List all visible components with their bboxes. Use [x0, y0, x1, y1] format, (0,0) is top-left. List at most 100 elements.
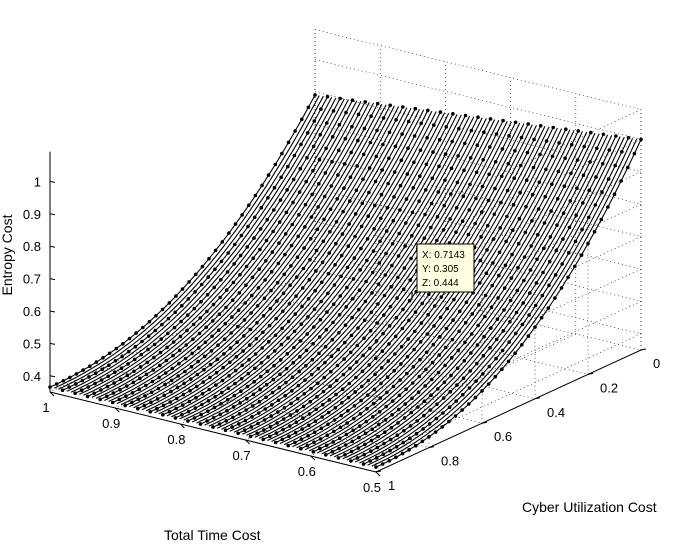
surface-line [359, 136, 625, 464]
surface-line [325, 132, 592, 456]
surface-line [179, 112, 446, 420]
y-tick-label: 0.2 [600, 380, 618, 395]
x-tick-mark [310, 455, 316, 461]
surface-line [233, 119, 500, 433]
x-tick-label: 0.9 [102, 416, 120, 431]
z-gridline [375, 333, 642, 457]
z-tick-label: 0.4 [23, 369, 41, 384]
x-gridline [245, 317, 511, 441]
surface-line [196, 114, 462, 424]
z-tick-label: 0.9 [23, 207, 41, 222]
surface-line [53, 95, 320, 389]
surface-line [250, 122, 517, 437]
surface-line [371, 138, 638, 467]
surface-line [237, 120, 504, 434]
surface-line [283, 126, 550, 446]
surface-line [79, 98, 345, 395]
axes-box [49, 151, 647, 477]
surface-line [342, 134, 609, 460]
surface-line [317, 131, 583, 454]
surface-line [66, 97, 333, 392]
surface-line [87, 99, 354, 397]
data-tip-x: X: 0.7143 [422, 250, 465, 261]
surface-line [108, 102, 374, 402]
surface-line [191, 114, 458, 423]
z-tick-label: 0.6 [23, 304, 41, 319]
surface-line [74, 98, 341, 394]
surface-line [229, 119, 496, 432]
y-tick-label: 0.4 [547, 405, 565, 420]
y-axis-line [375, 349, 642, 473]
surface-line [95, 101, 362, 399]
y-tick-label: 0.8 [441, 454, 459, 469]
surface-line [154, 109, 420, 414]
z-tick-label: 0.8 [23, 239, 41, 254]
z-gridline [375, 236, 642, 359]
box-edge [375, 109, 642, 232]
z-gridline [375, 301, 642, 424]
surface-line [49, 94, 316, 388]
surface-line [150, 108, 416, 413]
surface-line [275, 125, 542, 444]
surface-line [112, 103, 379, 404]
surface-line [246, 121, 512, 436]
surface-point [488, 117, 493, 121]
surface-line [346, 135, 613, 461]
surface-line [338, 134, 604, 459]
y-tick-mark [640, 348, 647, 351]
y-axis-label: Cyber Utilization Cost [522, 499, 657, 515]
surface-line [267, 124, 533, 441]
x-axis-label: Total Time Cost [164, 527, 261, 543]
z-tick-mark [49, 375, 56, 378]
surface-line [124, 105, 391, 407]
surface-line [367, 138, 634, 466]
surface-line [304, 129, 571, 451]
surface-line [137, 106, 404, 410]
y-tick-mark [375, 470, 382, 473]
z-tick-label: 1 [34, 174, 41, 189]
surface-line [99, 101, 366, 400]
surface-line [187, 113, 454, 422]
surface-line [91, 100, 358, 398]
surface-line [350, 135, 617, 462]
surface-line [166, 110, 433, 417]
surface-point [451, 112, 455, 116]
y-tick-label: 0.6 [494, 429, 512, 444]
z-tick-mark [49, 310, 56, 313]
x-tick-mark [180, 423, 185, 429]
surface-line [313, 130, 579, 453]
surface-line [254, 122, 521, 438]
x-gridline [310, 333, 576, 457]
surface-line [204, 115, 471, 426]
surface-line [221, 118, 487, 430]
surface-line [208, 116, 475, 427]
surface-line [363, 137, 629, 465]
surface-point [501, 118, 505, 123]
data-tip-z: Z: 0.444 [422, 278, 459, 289]
y-tick-label: 1 [388, 478, 395, 493]
surface-line [300, 128, 567, 450]
surface-line [212, 116, 479, 428]
surface-line [216, 117, 483, 429]
surface-line [375, 139, 642, 468]
surface-line [141, 107, 408, 411]
surface-line [308, 130, 575, 452]
data-tip[interactable]: X: 0.7143 Y: 0.305 Z: 0.444 [411, 243, 475, 300]
x-tick-label: 0.8 [167, 432, 185, 447]
surface-line [133, 106, 400, 409]
surface-line [296, 128, 563, 449]
x-tick-mark [245, 439, 250, 445]
surface-line [158, 109, 425, 415]
y-tick-label: 0 [653, 356, 660, 371]
surface-points [48, 93, 643, 469]
x-axis-line [49, 391, 377, 473]
surface-line [258, 123, 525, 439]
surface-line [120, 104, 387, 406]
surface-line [287, 127, 554, 447]
surface-line [129, 105, 395, 408]
surface-line [116, 103, 383, 405]
data-tip-box [416, 243, 475, 293]
surface-line [354, 136, 621, 463]
z-axis-label: Entropy Cost [0, 214, 15, 295]
